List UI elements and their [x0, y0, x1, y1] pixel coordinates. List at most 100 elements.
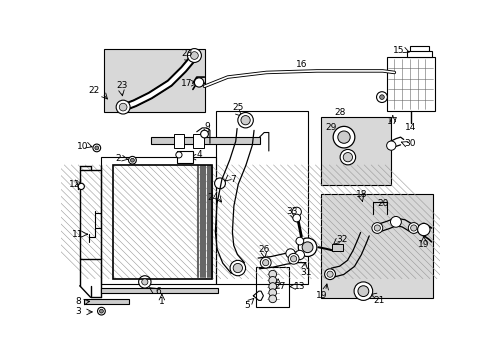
Text: 24: 24 — [207, 193, 218, 202]
Circle shape — [194, 78, 203, 87]
Bar — [216, 111, 307, 284]
Circle shape — [268, 295, 276, 303]
Circle shape — [119, 103, 127, 111]
Circle shape — [371, 222, 382, 233]
Bar — [113, 165, 212, 279]
Text: 23: 23 — [182, 49, 193, 58]
Bar — [177, 151, 192, 163]
Circle shape — [262, 260, 268, 266]
Text: 30: 30 — [403, 139, 415, 148]
Circle shape — [298, 238, 316, 256]
Circle shape — [268, 276, 276, 284]
Text: 33: 33 — [286, 207, 297, 216]
Bar — [84, 299, 129, 304]
Text: 9: 9 — [203, 122, 209, 131]
Circle shape — [386, 141, 395, 150]
Circle shape — [230, 260, 245, 276]
Bar — [173, 134, 184, 148]
Circle shape — [324, 269, 335, 280]
Circle shape — [290, 256, 296, 262]
Text: 11: 11 — [72, 230, 84, 239]
Text: 6: 6 — [155, 287, 161, 296]
Circle shape — [237, 112, 253, 128]
Text: 20: 20 — [377, 199, 388, 208]
Text: 28: 28 — [334, 108, 345, 117]
Text: 1: 1 — [159, 297, 164, 306]
Bar — [101, 157, 216, 284]
Text: 18: 18 — [355, 190, 367, 199]
Circle shape — [268, 270, 276, 278]
Circle shape — [343, 153, 352, 162]
Circle shape — [97, 307, 105, 315]
Circle shape — [302, 242, 312, 253]
Circle shape — [93, 144, 101, 152]
Circle shape — [116, 100, 130, 114]
Circle shape — [233, 264, 242, 273]
Text: 16: 16 — [295, 60, 306, 69]
Circle shape — [326, 271, 332, 277]
Circle shape — [340, 149, 355, 165]
Bar — [192, 134, 203, 148]
Text: 19: 19 — [315, 291, 326, 300]
Bar — [406, 51, 431, 57]
Circle shape — [332, 126, 354, 148]
Circle shape — [373, 225, 380, 231]
Text: 26: 26 — [258, 245, 269, 254]
Circle shape — [353, 282, 372, 300]
Circle shape — [130, 158, 134, 162]
Text: 29: 29 — [325, 123, 336, 132]
Text: 5: 5 — [244, 301, 249, 310]
Text: 14: 14 — [404, 123, 415, 132]
Text: 31: 31 — [300, 268, 311, 277]
Bar — [151, 137, 259, 144]
Circle shape — [200, 130, 208, 138]
Text: 17: 17 — [386, 117, 398, 126]
Text: 10: 10 — [77, 142, 88, 151]
Text: 25: 25 — [232, 103, 243, 112]
Text: 19: 19 — [417, 240, 428, 249]
Text: 15: 15 — [392, 46, 404, 55]
Circle shape — [295, 237, 303, 245]
Text: 17: 17 — [181, 79, 192, 88]
Circle shape — [176, 152, 182, 158]
Text: 4: 4 — [196, 150, 202, 159]
Text: 21: 21 — [372, 296, 384, 305]
Circle shape — [295, 250, 304, 260]
Circle shape — [390, 216, 401, 227]
Circle shape — [287, 253, 299, 264]
Circle shape — [285, 249, 295, 258]
Text: 27: 27 — [273, 282, 285, 291]
Circle shape — [268, 283, 276, 291]
Circle shape — [379, 95, 384, 99]
Circle shape — [142, 279, 148, 285]
Circle shape — [292, 214, 300, 222]
Text: 22: 22 — [89, 86, 100, 95]
Bar — [103, 49, 204, 112]
Circle shape — [214, 178, 225, 189]
Circle shape — [407, 222, 418, 233]
Circle shape — [241, 116, 250, 125]
Text: 8: 8 — [75, 297, 81, 306]
Circle shape — [99, 309, 103, 313]
Text: 12: 12 — [69, 180, 81, 189]
Text: 13: 13 — [293, 282, 305, 291]
Circle shape — [190, 52, 198, 59]
Text: 3: 3 — [75, 307, 81, 316]
Bar — [332, 244, 343, 251]
Circle shape — [78, 183, 84, 189]
Circle shape — [138, 276, 151, 288]
Circle shape — [417, 223, 429, 236]
Circle shape — [291, 207, 301, 216]
Bar — [320, 194, 432, 298]
Text: 23: 23 — [116, 81, 127, 90]
Circle shape — [128, 156, 136, 164]
Text: 2: 2 — [116, 154, 121, 163]
Bar — [409, 46, 428, 55]
Text: 32: 32 — [335, 235, 346, 244]
Bar — [101, 288, 217, 293]
Bar — [320, 117, 390, 185]
Circle shape — [376, 92, 386, 103]
Circle shape — [337, 131, 349, 143]
Circle shape — [357, 286, 368, 297]
Bar — [386, 57, 434, 111]
